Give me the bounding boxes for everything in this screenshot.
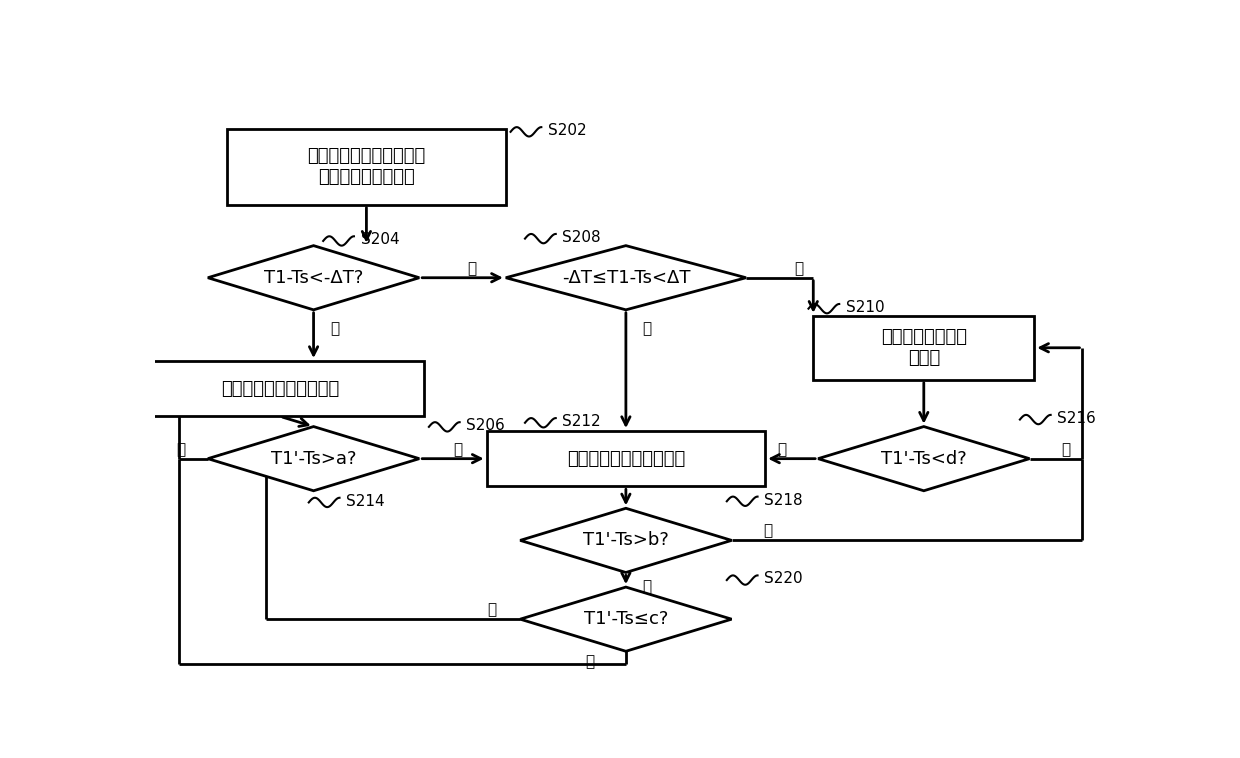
Polygon shape bbox=[208, 246, 419, 310]
Text: S218: S218 bbox=[764, 493, 802, 508]
Text: 是: 是 bbox=[764, 524, 773, 538]
Polygon shape bbox=[506, 246, 746, 310]
Text: S214: S214 bbox=[346, 493, 384, 509]
Text: 是: 是 bbox=[453, 442, 463, 457]
Text: T1'-Ts>b?: T1'-Ts>b? bbox=[583, 531, 668, 550]
Text: 是: 是 bbox=[777, 442, 786, 457]
Text: T1'-Ts>a?: T1'-Ts>a? bbox=[270, 449, 356, 468]
Text: 多联机系统运行制
冷模式: 多联机系统运行制 冷模式 bbox=[880, 328, 967, 367]
Text: S208: S208 bbox=[563, 230, 601, 245]
Text: 多联机系统运行送风模式: 多联机系统运行送风模式 bbox=[567, 449, 684, 468]
Text: 否: 否 bbox=[467, 261, 476, 276]
Text: T1'-Ts<d?: T1'-Ts<d? bbox=[880, 449, 967, 468]
Bar bbox=[486, 431, 765, 487]
Text: 否: 否 bbox=[795, 261, 804, 276]
Text: 多联机系统启动进入自动
切换运行模式的程序: 多联机系统启动进入自动 切换运行模式的程序 bbox=[308, 148, 425, 186]
Text: S210: S210 bbox=[846, 300, 884, 315]
Bar bbox=[813, 315, 1034, 380]
Text: T1-Ts<-ΔT?: T1-Ts<-ΔT? bbox=[264, 269, 363, 287]
Text: S220: S220 bbox=[764, 572, 802, 587]
Text: 是: 是 bbox=[585, 654, 594, 669]
Text: -ΔT≤T1-Ts<ΔT: -ΔT≤T1-Ts<ΔT bbox=[562, 269, 691, 287]
Polygon shape bbox=[521, 509, 732, 572]
Text: 否: 否 bbox=[642, 580, 651, 594]
Text: 否: 否 bbox=[487, 603, 496, 617]
Text: T1'-Ts≤c?: T1'-Ts≤c? bbox=[584, 610, 668, 628]
Text: S216: S216 bbox=[1058, 411, 1096, 426]
Text: S212: S212 bbox=[563, 414, 601, 429]
Polygon shape bbox=[208, 427, 419, 490]
Text: 是: 是 bbox=[642, 321, 651, 336]
Text: 多联机系统运行制热模式: 多联机系统运行制热模式 bbox=[221, 380, 339, 398]
Text: 否: 否 bbox=[176, 442, 186, 457]
Text: S204: S204 bbox=[361, 232, 399, 247]
Bar bbox=[136, 361, 424, 416]
Polygon shape bbox=[818, 427, 1029, 490]
Polygon shape bbox=[521, 587, 732, 651]
Bar bbox=[227, 129, 506, 205]
Text: S202: S202 bbox=[548, 123, 587, 138]
Text: 否: 否 bbox=[1061, 442, 1070, 457]
Text: S206: S206 bbox=[466, 418, 505, 433]
Text: 是: 是 bbox=[330, 321, 340, 336]
